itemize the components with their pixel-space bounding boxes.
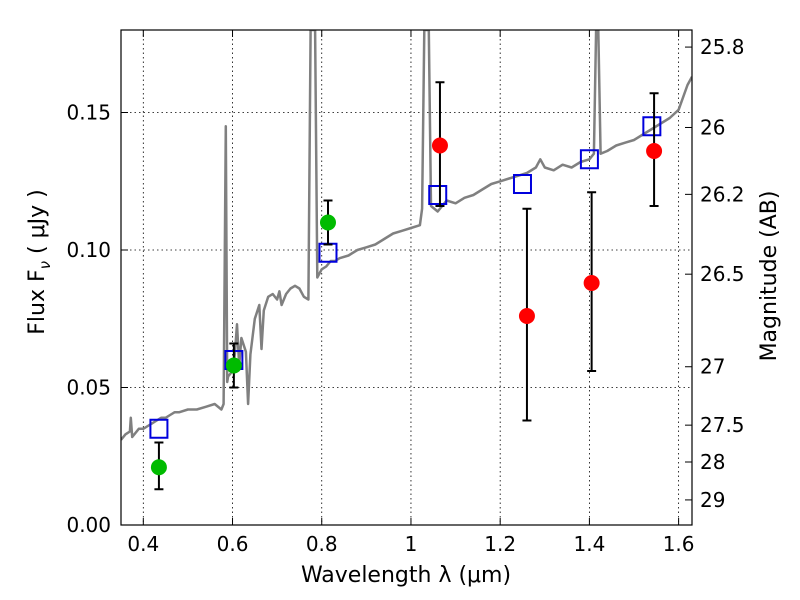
x-tick-label: 1.6 bbox=[663, 532, 695, 556]
x-axis-label: Wavelength λ (μm) bbox=[301, 563, 511, 588]
right-tick-label: 28 bbox=[700, 450, 725, 474]
x-tick-label: 0.6 bbox=[217, 532, 249, 556]
right-tick-label: 25.8 bbox=[700, 35, 745, 59]
data-point bbox=[150, 459, 167, 476]
data-point bbox=[518, 308, 535, 324]
y-axis-label-main: Flux F bbox=[25, 269, 50, 334]
spectrum-line bbox=[121, 30, 692, 441]
x-tick-label: 0.4 bbox=[127, 532, 159, 556]
data-point bbox=[319, 214, 336, 231]
right-tick-label: 27.5 bbox=[700, 413, 745, 437]
x-tick-label: 1.2 bbox=[484, 532, 516, 556]
grid-lines bbox=[121, 30, 692, 526]
y-tick-label: 0.10 bbox=[66, 238, 111, 262]
y-tick-label: 0.00 bbox=[66, 513, 111, 537]
model-square-marker bbox=[642, 116, 662, 137]
plot-frame bbox=[120, 29, 693, 526]
y-axis-label-unit: ( μJy ) bbox=[25, 189, 50, 261]
model-square-marker bbox=[579, 149, 599, 170]
right-tick-label: 29 bbox=[700, 488, 725, 512]
right-tick-label: 26.5 bbox=[700, 262, 745, 286]
right-tick-label: 27 bbox=[700, 355, 725, 379]
right-tick-label: 26 bbox=[700, 115, 725, 139]
x-tick-label: 0.8 bbox=[306, 532, 338, 556]
model-square-marker bbox=[428, 185, 448, 205]
data-point bbox=[431, 137, 448, 154]
data-point bbox=[646, 143, 663, 159]
y-axis-label: Flux Fν ( μJy ) bbox=[25, 189, 54, 334]
right-tick-label: 26.2 bbox=[700, 182, 745, 206]
y-axis-label-sub: ν bbox=[36, 261, 54, 269]
data-point bbox=[225, 357, 242, 374]
y-tick-label: 0.05 bbox=[66, 376, 111, 400]
model-square-marker bbox=[149, 418, 169, 439]
model-square-marker bbox=[512, 174, 532, 194]
plot-area bbox=[121, 30, 692, 491]
y-tick-label: 0.15 bbox=[66, 101, 111, 125]
x-tick-label: 1.4 bbox=[573, 532, 605, 556]
data-point bbox=[583, 275, 600, 291]
right-axis-label: Magnitude (AB) bbox=[757, 191, 782, 362]
x-tick-label: 1 bbox=[405, 532, 418, 556]
axis-ticks: 0.4 0.6 0.8 1 1.2 1.4 1.6 0.00 0.05 0.10 0.15 25.8 2… bbox=[66, 30, 745, 556]
